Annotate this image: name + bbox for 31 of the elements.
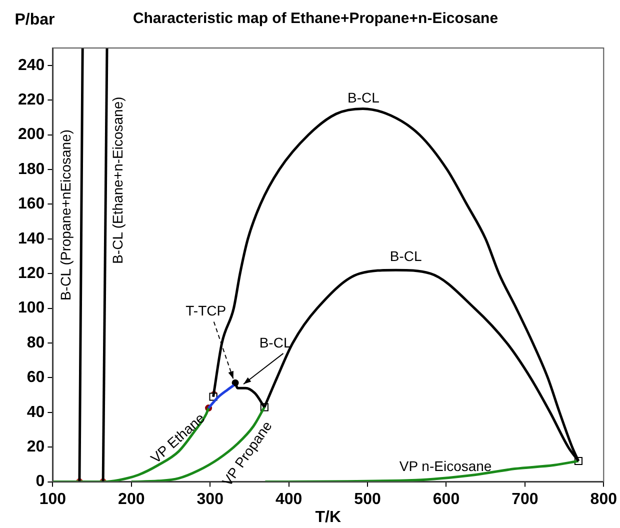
y-tick-label: 180 bbox=[18, 160, 45, 178]
x-tick-label: 200 bbox=[118, 490, 145, 508]
y-tick-label: 60 bbox=[26, 369, 45, 386]
y-tick-label: 120 bbox=[18, 264, 45, 282]
chart-title: Characteristic map of Ethane+Propane+n-Eicosane bbox=[132, 10, 498, 28]
y-tick-label: 80 bbox=[26, 334, 45, 352]
x-tick-label: 400 bbox=[275, 490, 302, 508]
x-tick-label: 100 bbox=[39, 490, 66, 508]
x-tick-label: 600 bbox=[432, 490, 460, 508]
x-tick-label: 700 bbox=[512, 490, 538, 508]
y-tick-label: 140 bbox=[18, 230, 45, 248]
annotation: B-CL bbox=[390, 248, 422, 264]
annotation: B-CL (Ethane+n-Eicosane) bbox=[110, 96, 126, 264]
y-tick-label: 100 bbox=[18, 300, 45, 317]
y-tick-label: 40 bbox=[26, 404, 45, 421]
y-tick-label: 20 bbox=[26, 438, 45, 456]
annotation: VP n-Eicosane bbox=[399, 458, 492, 474]
x-tick-label: 800 bbox=[590, 490, 618, 508]
y-axis-title: P/bar bbox=[14, 11, 55, 28]
annotation: B-CL bbox=[347, 90, 380, 106]
y-tick-label: 240 bbox=[18, 56, 45, 74]
y-tick-label: 160 bbox=[18, 196, 45, 213]
y-tick-label: 220 bbox=[18, 91, 45, 108]
annotation: B-CL bbox=[259, 334, 292, 350]
x-axis-title: T/K bbox=[315, 509, 342, 526]
y-tick-label: 0 bbox=[36, 473, 45, 490]
annotation: B-CL (Propane+nEicosane) bbox=[57, 129, 74, 301]
x-tick-label: 300 bbox=[196, 490, 224, 508]
annotation: T-TCP bbox=[186, 302, 226, 319]
x-tick-label: 500 bbox=[354, 490, 381, 508]
y-tick-label: 200 bbox=[18, 126, 45, 144]
